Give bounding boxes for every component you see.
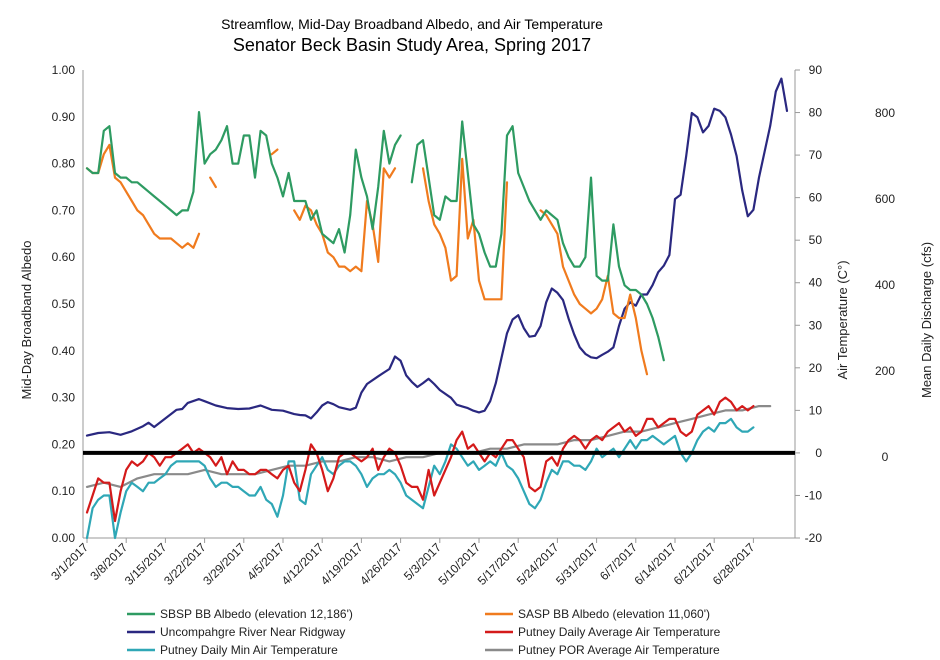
albedo-tick-label: 0.50 xyxy=(52,297,76,311)
albedo-tick-label: 0.00 xyxy=(52,531,76,545)
discharge-axis-label: Mean Daily Discharge (cfs) xyxy=(919,242,934,398)
legend-label: Putney Daily Min Air Temperature xyxy=(160,643,338,657)
temperature-tick-label: -20 xyxy=(805,531,823,545)
series-line-2 xyxy=(85,77,789,437)
legend-label: SBSP BB Albedo (elevation 12,186') xyxy=(160,607,353,621)
albedo-tick-label: 0.60 xyxy=(52,250,76,264)
albedo-tick-label: 1.00 xyxy=(52,63,76,77)
series-line-5 xyxy=(85,405,772,488)
albedo-axis-label: Mid-Day Broadband Albedo xyxy=(19,241,34,400)
temperature-tick-label: 50 xyxy=(809,233,823,247)
albedo-tick-label: 0.70 xyxy=(52,203,76,217)
date-tick-label: 3/29/2017 xyxy=(200,540,248,588)
temperature-tick-label: 20 xyxy=(809,361,823,375)
temperature-tick-label: 0 xyxy=(815,446,822,460)
temperature-axis-ticks: -20 -10 0 10 20 30 40 50 60 70 80 90 xyxy=(795,63,822,545)
temperature-tick-label: 60 xyxy=(809,191,823,205)
temperature-tick-label: -10 xyxy=(805,488,823,502)
temperature-tick-label: 10 xyxy=(809,403,823,417)
chart-subtitle: Senator Beck Basin Study Area, Spring 20… xyxy=(233,35,591,55)
discharge-axis-ticks: 0 200 400 600 800 xyxy=(875,106,895,464)
albedo-tick-label: 0.20 xyxy=(52,437,76,451)
albedo-tick-label: 0.80 xyxy=(52,157,76,171)
albedo-tick-label: 0.40 xyxy=(52,344,76,358)
temperature-axis-label: Air Temperature (C°) xyxy=(835,260,850,379)
date-axis-ticks: 3/1/20173/8/20173/15/20173/22/20173/29/2… xyxy=(48,538,758,588)
series-line-4 xyxy=(85,417,755,540)
series-layer xyxy=(85,77,789,540)
albedo-tick-label: 0.90 xyxy=(52,110,76,124)
discharge-tick-label: 400 xyxy=(875,278,895,292)
temperature-tick-label: 80 xyxy=(809,106,823,120)
legend: SBSP BB Albedo (elevation 12,186') SASP B… xyxy=(127,607,721,657)
temperature-tick-label: 40 xyxy=(809,276,823,290)
date-tick-label: 6/28/2017 xyxy=(710,540,758,588)
temperature-tick-label: 90 xyxy=(809,63,823,77)
chart-title: Streamflow, Mid-Day Broadband Albedo, an… xyxy=(221,16,603,32)
legend-label: Uncompahgre River Near Ridgway xyxy=(160,625,345,639)
albedo-axis-ticks: 0.00 0.10 0.20 0.30 0.40 0.50 0.60 0.70 0.80 0.90… xyxy=(52,63,76,545)
legend-label: Putney Daily Average Air Temperature xyxy=(518,625,721,639)
date-tick-label: 5/31/2017 xyxy=(553,540,601,588)
albedo-tick-label: 0.30 xyxy=(52,391,76,405)
date-tick-label: 4/26/2017 xyxy=(357,540,405,588)
discharge-tick-label: 200 xyxy=(875,364,895,378)
series-line-1 xyxy=(85,143,649,376)
temperature-tick-label: 70 xyxy=(809,148,823,162)
legend-label: SASP BB Albedo (elevation 11,060') xyxy=(518,607,710,621)
series-line-0 xyxy=(85,111,665,362)
date-tick-label: 3/1/2017 xyxy=(48,540,91,583)
discharge-tick-label: 800 xyxy=(875,106,895,120)
legend-label: Putney POR Average Air Temperature xyxy=(518,643,720,657)
series-line-3 xyxy=(85,396,755,523)
temperature-tick-label: 30 xyxy=(809,318,823,332)
discharge-tick-label: 0 xyxy=(882,450,889,464)
discharge-tick-label: 600 xyxy=(875,192,895,206)
albedo-tick-label: 0.10 xyxy=(52,484,76,498)
